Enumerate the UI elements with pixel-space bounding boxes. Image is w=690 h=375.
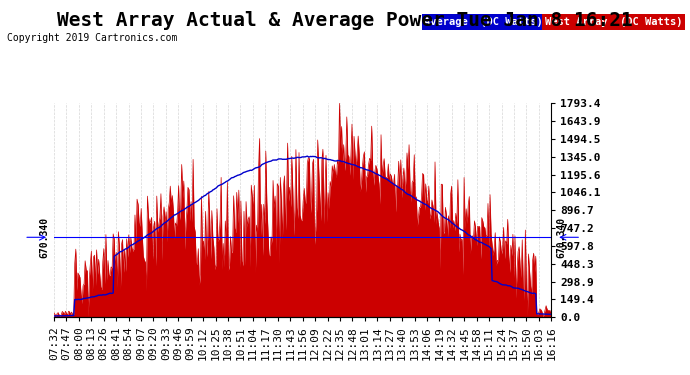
Text: 670.340: 670.340 [39,217,49,258]
Text: 670.340: 670.340 [556,217,566,258]
Text: West Array Actual & Average Power Tue Jan 8 16:21: West Array Actual & Average Power Tue Ja… [57,11,633,30]
Text: Average  (DC Watts): Average (DC Watts) [424,17,543,27]
Text: West Array  (DC Watts): West Array (DC Watts) [545,17,682,27]
Text: Copyright 2019 Cartronics.com: Copyright 2019 Cartronics.com [7,33,177,43]
